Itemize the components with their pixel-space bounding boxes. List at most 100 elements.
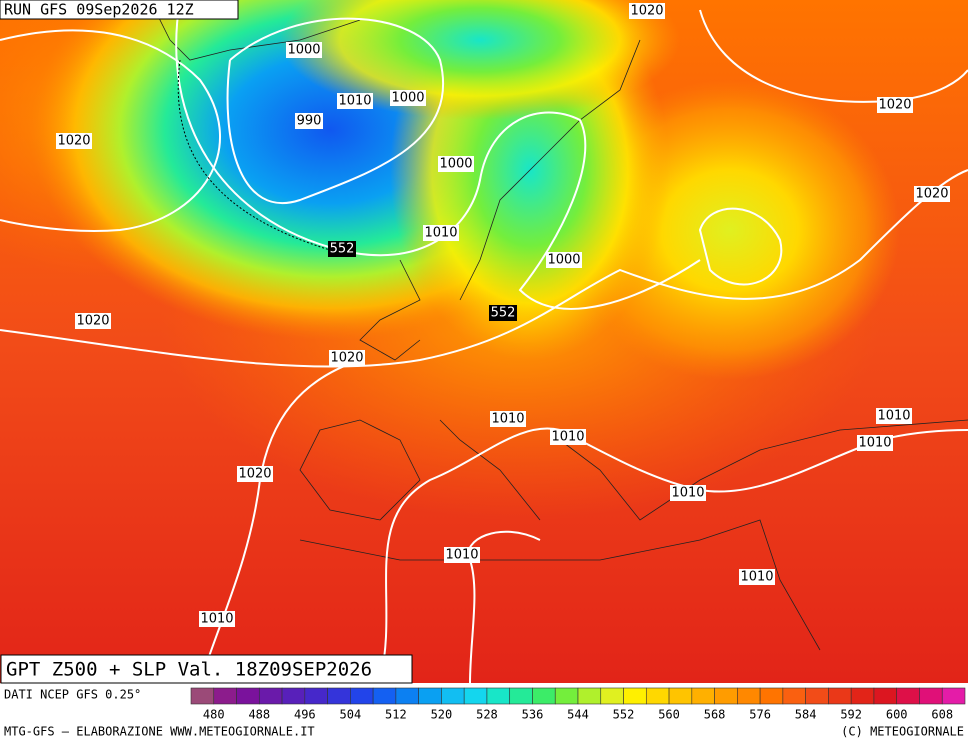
isobar-label: 1000 xyxy=(439,157,472,172)
colorbar-label: 520 xyxy=(431,708,453,722)
label-bg xyxy=(328,241,356,257)
title-box xyxy=(0,654,413,684)
color-swatch xyxy=(668,687,693,705)
color-swatch xyxy=(463,687,488,705)
footer-right: (C) METEOGIORNALE xyxy=(841,725,964,739)
label-bg xyxy=(546,252,582,268)
color-swatch xyxy=(645,687,670,705)
isobar-label: 1020 xyxy=(238,467,271,482)
isobar-label: 1020 xyxy=(915,187,948,202)
colorbar-label: 608 xyxy=(931,708,953,722)
color-swatch xyxy=(372,687,397,705)
isobar-label: 1020 xyxy=(878,98,911,113)
color-swatch xyxy=(213,687,237,705)
colorbar-label: 592 xyxy=(840,708,862,722)
color-swatch xyxy=(873,687,898,705)
isobar-label: 1010 xyxy=(424,226,457,241)
isobar-label: 1020 xyxy=(76,314,109,329)
label-bg xyxy=(914,186,950,202)
map-labels: 1020 1000 1010 1000 990 1020 1020 1000 1020 552 10… xyxy=(56,3,950,627)
color-swatch xyxy=(486,687,511,705)
colorbar-label: 528 xyxy=(476,708,498,722)
map-title: GPT Z500 + SLP Val. 18Z09SEP2026 xyxy=(6,659,372,681)
label-bg xyxy=(550,429,586,445)
label-bg xyxy=(329,350,365,366)
label-bg xyxy=(295,113,323,129)
color-swatch xyxy=(782,687,806,705)
color-swatch xyxy=(759,687,784,705)
color-swatch xyxy=(600,687,624,705)
colorbar-label: 584 xyxy=(795,708,817,722)
colorbar-label: 512 xyxy=(385,708,407,722)
color-swatch xyxy=(281,687,306,705)
colorbar-label: 560 xyxy=(658,708,680,722)
label-bg xyxy=(337,93,373,109)
label-bg xyxy=(75,313,111,329)
label-bg xyxy=(629,3,665,19)
label-bg xyxy=(857,435,893,451)
label-bg xyxy=(423,225,459,241)
isobar-label: 1010 xyxy=(858,436,891,451)
colorbar-label: 480 xyxy=(203,708,225,722)
color-swatch xyxy=(691,687,715,705)
color-swatch xyxy=(941,687,966,705)
isobar-label: 1010 xyxy=(200,612,233,627)
color-swatch xyxy=(327,687,351,705)
label-bg xyxy=(438,156,474,172)
color-swatch xyxy=(441,687,465,705)
color-swatch xyxy=(236,687,260,705)
colorbar-label: 488 xyxy=(248,708,270,722)
label-bg xyxy=(490,411,526,427)
color-swatch xyxy=(304,687,328,705)
label-bg xyxy=(489,305,517,321)
label-bg xyxy=(199,611,235,627)
color-swatch xyxy=(509,687,533,705)
color-swatch xyxy=(577,687,602,705)
colorbar-label: 576 xyxy=(749,708,771,722)
colorbar-label: 568 xyxy=(704,708,726,722)
isobar-label: 1010 xyxy=(740,570,773,585)
color-swatch xyxy=(896,687,920,705)
color-swatch xyxy=(623,687,647,705)
color-swatch xyxy=(395,687,419,705)
label-bg xyxy=(56,133,92,149)
isobar-label: 1020 xyxy=(630,4,663,19)
color-swatch xyxy=(850,687,875,705)
isobar-label: 1010 xyxy=(338,94,371,109)
colorbar-label: 544 xyxy=(567,708,589,722)
label-bg xyxy=(876,408,912,424)
isobar-label: 1020 xyxy=(330,351,363,366)
color-swatch xyxy=(828,687,852,705)
footer-left: MTG-GFS — ELABORAZIONE WWW.METEOGIORNALE… xyxy=(4,725,315,739)
isobar-label: 1010 xyxy=(445,548,478,563)
colorbar-label: 600 xyxy=(886,708,908,722)
color-swatch xyxy=(350,687,374,705)
colorbar-label: 504 xyxy=(340,708,362,722)
isobar-label: 552 xyxy=(330,242,355,257)
isobar-label: 1010 xyxy=(491,412,524,427)
color-swatch xyxy=(919,687,943,705)
isobar-label: 1010 xyxy=(671,486,704,501)
color-swatch xyxy=(714,687,738,705)
label-bg xyxy=(877,97,913,113)
label-bg xyxy=(670,485,706,501)
label-bg xyxy=(390,90,426,106)
label-bg xyxy=(237,466,273,482)
isobar-label: 990 xyxy=(297,114,322,129)
label-bg xyxy=(739,569,775,585)
colorbar: 480 488 496 504 512 520 528 536 544 552 560 568 576 5… xyxy=(190,687,966,722)
isobar-label: 1000 xyxy=(547,253,580,268)
color-swatch xyxy=(418,687,442,705)
isobar-label: 1000 xyxy=(287,43,320,58)
run-label: RUN GFS 09Sep2026 12Z xyxy=(4,1,194,19)
isobar-label: 552 xyxy=(491,306,516,321)
source: DATI NCEP GFS 0.25° xyxy=(4,688,141,702)
colorbar-label: 496 xyxy=(294,708,316,722)
label-bg xyxy=(286,42,322,58)
map xyxy=(0,0,968,684)
isobar-label: 1000 xyxy=(391,91,424,106)
colorbar-label: 536 xyxy=(522,708,544,722)
colorbar-label: 552 xyxy=(613,708,635,722)
color-swatch xyxy=(532,687,556,705)
